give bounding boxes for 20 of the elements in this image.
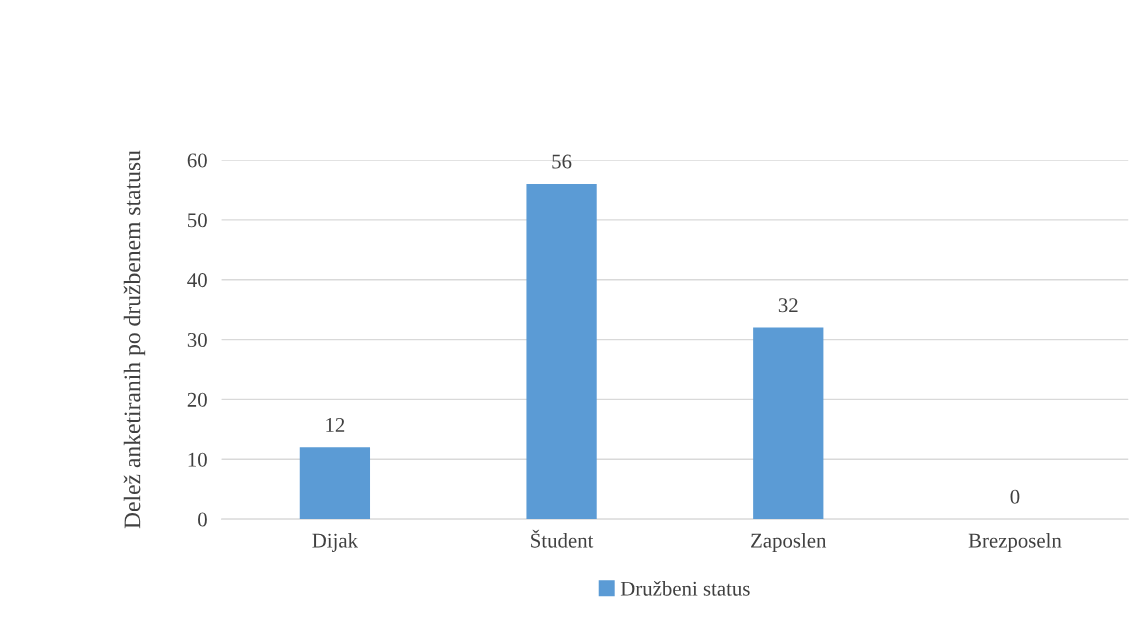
y-tick-label: 60 [187,153,207,168]
data-label: 12 [326,417,345,432]
y-tick-label: 30 [187,332,207,347]
x-tick-label: Zaposlen [751,533,827,552]
y-tick-label: 0 [198,512,207,527]
data-label: 0 [1010,489,1020,504]
y-tick-label: 10 [188,452,207,467]
y-tick-label: 50 [188,213,207,228]
bar [753,327,824,520]
y-tick-label: 20 [187,392,207,407]
x-tick-label: Brezposeln [968,533,1062,552]
x-tick-label: Dijak [312,533,359,552]
bar [526,183,597,520]
x-tick-label: Študent [531,529,594,548]
data-label: 32 [778,298,798,313]
data-label: 56 [552,154,572,169]
bar [299,447,371,520]
legend-label: Družbeni status [620,581,750,596]
y-axis-title: Delež anketiranih po družbenem statusu [123,150,146,529]
y-tick-label: 40 [187,273,207,288]
